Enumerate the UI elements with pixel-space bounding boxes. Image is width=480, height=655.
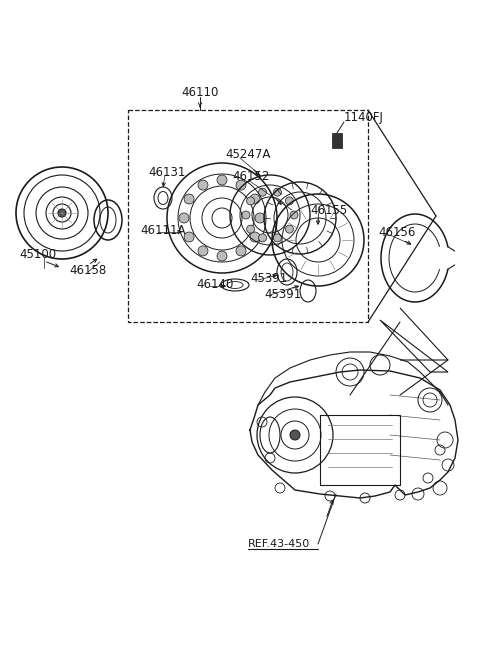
Text: 46110: 46110 — [181, 86, 219, 98]
Text: 46140: 46140 — [196, 278, 233, 291]
Circle shape — [247, 197, 254, 205]
Circle shape — [184, 194, 194, 204]
Text: 46111A: 46111A — [140, 223, 185, 236]
Circle shape — [247, 225, 254, 233]
Circle shape — [274, 234, 281, 242]
Circle shape — [290, 430, 300, 440]
Circle shape — [242, 211, 250, 219]
Circle shape — [250, 194, 260, 204]
Text: 46131: 46131 — [148, 166, 185, 179]
Circle shape — [184, 232, 194, 242]
Circle shape — [290, 211, 298, 219]
Circle shape — [217, 251, 227, 261]
Bar — [128, 110, 368, 322]
Circle shape — [217, 175, 227, 185]
Bar — [332, 133, 342, 148]
Text: 45391: 45391 — [264, 288, 301, 301]
Circle shape — [198, 246, 208, 256]
Circle shape — [198, 180, 208, 190]
Text: 1140FJ: 1140FJ — [344, 111, 384, 124]
Text: 45247A: 45247A — [225, 149, 270, 162]
Circle shape — [259, 188, 266, 196]
Circle shape — [236, 180, 246, 190]
Circle shape — [58, 209, 66, 217]
Circle shape — [179, 213, 189, 223]
Text: 45100: 45100 — [19, 248, 57, 261]
Circle shape — [236, 246, 246, 256]
Circle shape — [255, 213, 265, 223]
Text: REF.43-450: REF.43-450 — [248, 539, 310, 549]
Text: 46155: 46155 — [310, 204, 347, 217]
Circle shape — [259, 234, 266, 242]
Text: 45391: 45391 — [250, 272, 287, 284]
Circle shape — [286, 197, 293, 205]
Text: 46152: 46152 — [232, 170, 269, 183]
Circle shape — [250, 232, 260, 242]
Bar — [320, 415, 400, 485]
Text: 46156: 46156 — [378, 225, 415, 238]
Circle shape — [274, 188, 281, 196]
Circle shape — [286, 225, 293, 233]
Text: 46158: 46158 — [70, 263, 107, 276]
